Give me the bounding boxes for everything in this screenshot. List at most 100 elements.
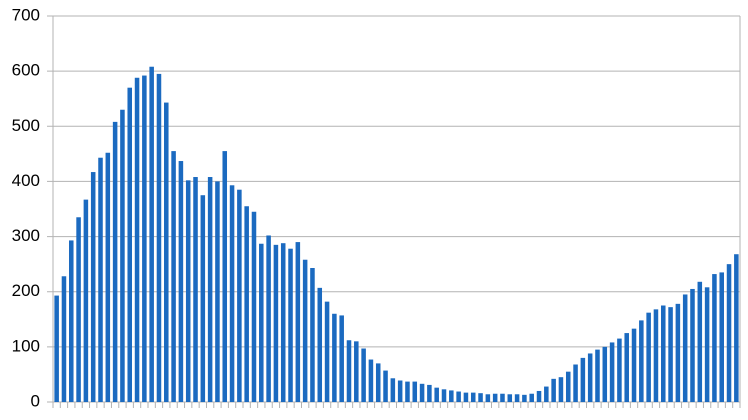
bar — [273, 244, 279, 402]
bar — [617, 338, 622, 402]
bar — [127, 87, 133, 402]
bar — [156, 73, 162, 403]
bar — [200, 195, 206, 402]
bar — [69, 240, 74, 402]
bar — [54, 295, 59, 402]
bar — [587, 353, 593, 402]
bar — [383, 370, 388, 402]
bar — [522, 394, 527, 402]
bar — [646, 312, 651, 402]
bar — [514, 394, 520, 402]
bar — [185, 180, 191, 402]
bar — [507, 394, 513, 402]
bar — [317, 287, 323, 402]
bar — [478, 393, 483, 402]
bar — [485, 394, 491, 402]
bar — [580, 357, 586, 402]
bar — [544, 386, 549, 402]
bar — [558, 377, 564, 402]
bar — [390, 378, 396, 402]
bar — [105, 152, 111, 402]
bar — [215, 181, 220, 402]
bar — [660, 305, 666, 402]
y-tick-label: 200 — [12, 281, 40, 300]
y-tick-label: 600 — [12, 61, 40, 80]
y-tick-label: 0 — [31, 391, 40, 410]
bar — [332, 313, 337, 402]
bar — [61, 276, 67, 402]
bar — [237, 189, 242, 402]
bar — [375, 363, 381, 402]
bar — [178, 161, 184, 402]
bar — [653, 309, 659, 402]
bar — [456, 391, 461, 402]
bar — [98, 157, 103, 402]
bar — [412, 381, 418, 402]
bar — [90, 172, 96, 402]
bar — [595, 349, 600, 402]
bar — [690, 288, 695, 402]
bar — [419, 383, 425, 402]
bar — [295, 242, 301, 402]
bar — [602, 346, 608, 402]
bar — [368, 359, 374, 402]
bar — [734, 254, 739, 402]
bar — [565, 371, 571, 402]
bar — [288, 248, 293, 402]
bar — [164, 102, 169, 403]
y-tick-label: 700 — [12, 5, 40, 24]
bar — [83, 199, 89, 402]
bar — [171, 151, 176, 402]
bar — [193, 177, 198, 402]
y-tick-label: 300 — [12, 226, 40, 245]
bar — [280, 243, 286, 402]
bar — [704, 287, 710, 402]
bar — [529, 393, 534, 402]
bar — [712, 274, 717, 402]
bar — [609, 342, 615, 402]
bar — [463, 392, 469, 402]
bar — [120, 109, 125, 402]
bar — [449, 390, 454, 402]
bar — [302, 259, 308, 402]
bar — [668, 307, 673, 402]
bar — [719, 272, 724, 402]
bar — [682, 294, 688, 402]
bar — [142, 75, 147, 402]
y-tick-label: 400 — [12, 171, 40, 190]
bar — [726, 264, 732, 402]
bar — [639, 320, 644, 402]
y-tick-label: 500 — [12, 116, 40, 135]
bar — [573, 364, 578, 402]
bar — [310, 268, 315, 402]
bar — [346, 340, 352, 402]
bar — [76, 217, 81, 402]
bar — [551, 378, 556, 402]
bar — [434, 387, 439, 402]
bar — [697, 281, 703, 402]
bar — [397, 380, 403, 402]
bar — [149, 66, 154, 402]
bar — [405, 381, 410, 402]
bar — [266, 235, 271, 402]
y-tick-label: 100 — [12, 336, 40, 355]
bar — [324, 301, 330, 402]
bar — [134, 77, 140, 402]
bar — [339, 315, 344, 402]
bar — [631, 328, 637, 402]
bar — [244, 206, 249, 402]
bar — [361, 348, 366, 402]
bar — [470, 392, 476, 402]
bar — [500, 393, 505, 402]
bar — [624, 333, 629, 402]
bar — [251, 211, 257, 402]
bar — [492, 393, 498, 402]
bar — [675, 303, 681, 402]
bar — [207, 177, 213, 402]
bar — [354, 341, 359, 402]
bar — [229, 185, 235, 402]
bar — [427, 384, 432, 402]
bar — [112, 121, 118, 403]
bar — [259, 243, 264, 402]
